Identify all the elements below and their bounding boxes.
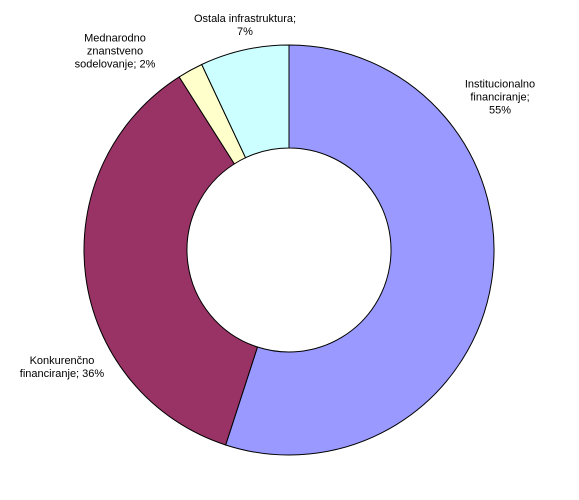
data-label: Mednarodno znanstveno sodelovanje; 2% bbox=[74, 32, 156, 71]
donut-segment bbox=[201, 44, 290, 159]
data-label: Institucionalno financiranje; 55% bbox=[464, 78, 536, 117]
data-label: Ostala infrastruktura; 7% bbox=[193, 13, 297, 38]
donut-segment bbox=[83, 76, 259, 446]
donut-segment bbox=[225, 44, 495, 456]
data-label: Konkurenčno financiranje; 36% bbox=[19, 355, 105, 380]
